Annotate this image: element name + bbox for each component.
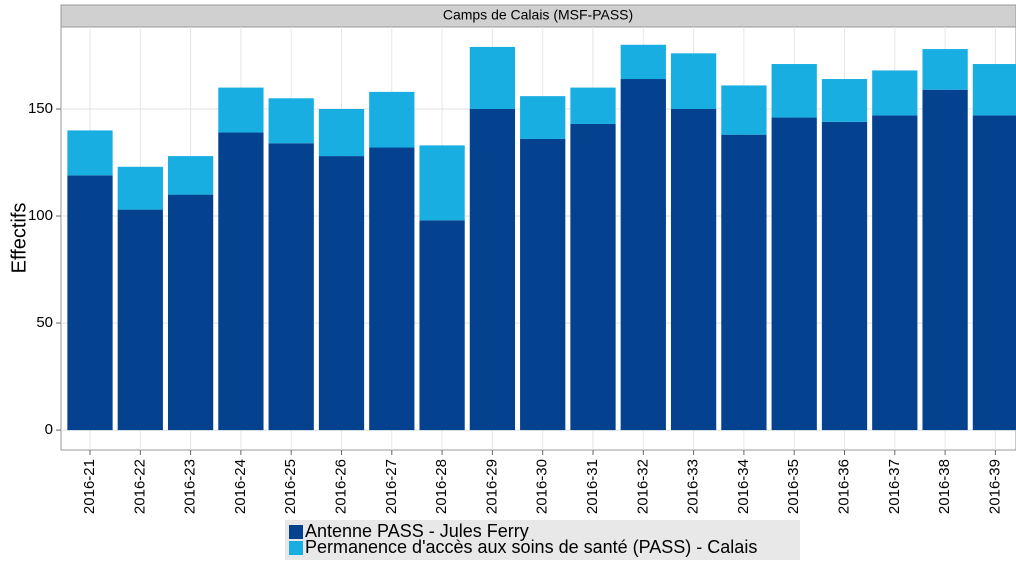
bar-segment (821, 121, 868, 431)
legend-swatch (289, 541, 303, 555)
bar-segment (922, 49, 968, 90)
bar-segment (318, 156, 365, 431)
x-tick-label: 2016-31 (584, 459, 601, 514)
x-tick-label: 2016-39 (986, 459, 1003, 514)
bar-segment (670, 53, 717, 109)
legend-label: Permanence d'accès aux soins de santé (P… (305, 537, 757, 557)
legend (285, 520, 800, 560)
x-tick-label: 2016-38 (936, 459, 953, 514)
x-tick-label: 2016-24 (232, 459, 249, 514)
bar-segment (268, 98, 314, 144)
y-tick-label: 0 (45, 421, 53, 438)
y-tick-label: 50 (36, 314, 53, 331)
bar-segment (922, 89, 968, 431)
bar-segment (721, 85, 767, 135)
bar-segment (117, 166, 163, 210)
y-axis-label: Effectifs (8, 203, 30, 274)
bar-segment (570, 123, 616, 431)
bar-segment (972, 64, 1016, 116)
x-tick-label: 2016-32 (634, 459, 651, 514)
x-tick-label: 2016-28 (433, 459, 450, 514)
bar-segment (67, 130, 113, 176)
bar-segment (218, 87, 264, 133)
x-tick-label: 2016-35 (785, 459, 802, 514)
bar-segment (469, 46, 516, 109)
y-tick-label: 150 (28, 100, 53, 117)
bar-segment (721, 134, 767, 431)
x-tick-label: 2016-36 (835, 459, 852, 514)
bar-segment (821, 79, 868, 122)
x-tick-label: 2016-26 (332, 459, 349, 514)
bar-segment (570, 87, 616, 124)
bar-segment (369, 91, 415, 148)
x-tick-label: 2016-27 (383, 459, 400, 514)
bar-segment (167, 156, 214, 195)
x-tick-label: 2016-21 (81, 459, 98, 514)
x-tick-label: 2016-23 (182, 459, 199, 514)
x-tick-label: 2016-22 (131, 459, 148, 514)
bar-segment (469, 108, 516, 431)
bar-segment (520, 96, 566, 139)
legend-label: Antenne PASS - Jules Ferry (305, 521, 529, 541)
x-tick-label: 2016-33 (685, 459, 702, 514)
legend-swatch (289, 525, 303, 539)
x-tick-label: 2016-29 (483, 459, 500, 514)
bar-segment (167, 194, 214, 431)
bar-segment (369, 147, 415, 431)
bar-segment (318, 108, 365, 157)
bar-segment (218, 132, 264, 431)
x-tick-label: 2016-34 (735, 459, 752, 514)
bar-segment (620, 44, 666, 80)
bar-segment (771, 117, 817, 431)
bar-segment (872, 70, 918, 116)
bar-segment (620, 79, 666, 431)
bar-segment (419, 145, 465, 221)
bar-segment (972, 115, 1016, 431)
bar-segment (67, 175, 113, 431)
bar-segment (670, 108, 717, 431)
bar-segment (520, 138, 566, 431)
x-tick-label: 2016-25 (282, 459, 299, 514)
bar-segment (419, 220, 465, 431)
bar-segment (268, 143, 314, 431)
bar-segment (117, 209, 163, 431)
x-tick-label: 2016-37 (886, 459, 903, 514)
x-tick-label: 2016-30 (534, 459, 551, 514)
y-tick-label: 100 (28, 207, 53, 224)
bar-segment (872, 115, 918, 431)
chart-title: Camps de Calais (MSF-PASS) (443, 7, 633, 23)
bar-segment (771, 64, 817, 118)
